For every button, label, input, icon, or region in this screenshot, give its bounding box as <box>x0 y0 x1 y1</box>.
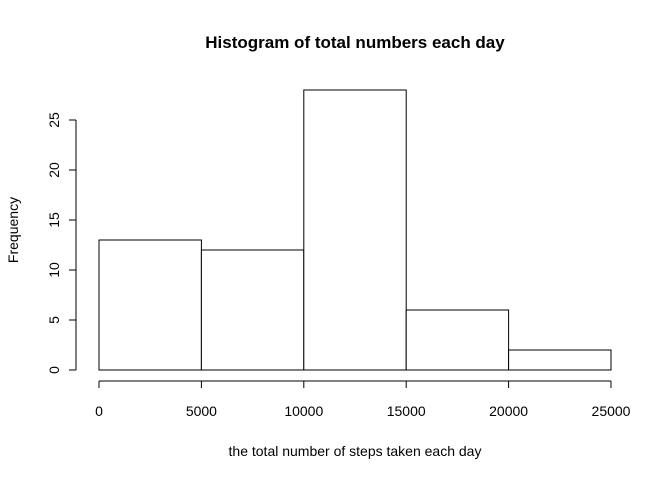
x-axis-label: the total number of steps taken each day <box>229 443 482 459</box>
y-axis: 0 5 10 15 20 25 <box>46 112 77 374</box>
histogram-bar-3 <box>405 309 510 371</box>
y-tick-label-3: 15 <box>46 212 62 228</box>
y-tick-label-5: 25 <box>46 112 62 128</box>
y-tick-label-0: 0 <box>46 366 62 374</box>
y-tick-label-4: 20 <box>46 162 62 178</box>
histogram-bar-1 <box>200 249 305 371</box>
x-tick-label-4: 20000 <box>489 403 528 419</box>
x-tick-label-5: 25000 <box>592 403 631 419</box>
bars-group <box>98 89 612 371</box>
x-tick-label-2: 10000 <box>284 403 323 419</box>
x-axis: 0 5000 10000 15000 20000 25000 <box>95 380 631 419</box>
histogram-bar-0 <box>98 239 202 371</box>
y-tick-label-1: 5 <box>46 316 62 324</box>
y-axis-label: Frequency <box>5 197 21 263</box>
x-tick-label-3: 15000 <box>387 403 426 419</box>
histogram-bar-4 <box>508 349 612 371</box>
x-tick-label-1: 5000 <box>186 403 217 419</box>
chart-title: Histogram of total numbers each day <box>205 33 505 52</box>
histogram-bar-2 <box>303 89 407 371</box>
y-tick-label-2: 10 <box>46 262 62 278</box>
x-tick-label-0: 0 <box>95 403 103 419</box>
